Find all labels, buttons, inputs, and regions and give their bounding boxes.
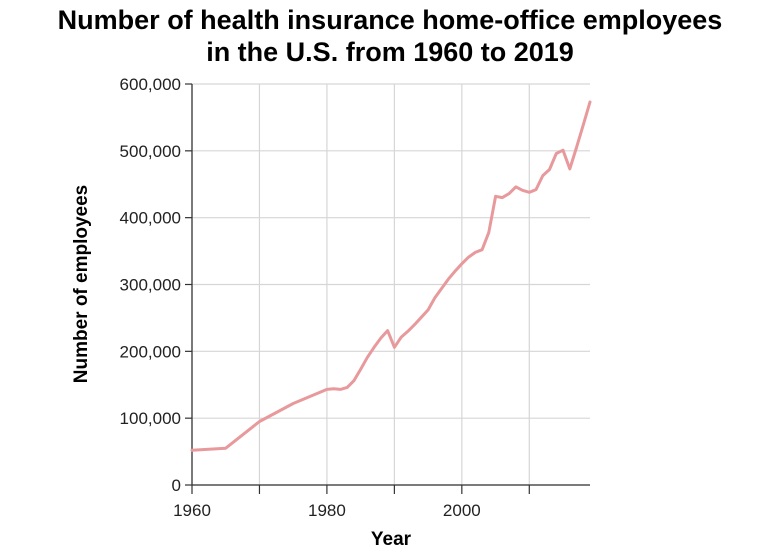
series-layer: [190, 100, 592, 452]
x-tick-label: 1960: [173, 501, 211, 520]
chart-title-line-1: Number of health insurance home-office e…: [57, 5, 723, 35]
x-axis-label: Year: [371, 529, 412, 550]
y-tick-label: 400,000: [120, 209, 181, 228]
chart-title-line-2: in the U.S. from 1960 to 2019: [206, 37, 574, 67]
series-line: [190, 100, 592, 452]
y-tick-label: 0: [172, 476, 181, 495]
x-tick-label: 2000: [443, 501, 481, 520]
axes: 0 100,000 200,000 300,000 400,000 500,000 600,…: [120, 75, 590, 520]
y-tick-label: 600,000: [120, 75, 181, 94]
y-tick-label: 200,000: [120, 342, 181, 361]
y-tick-label: 500,000: [120, 142, 181, 161]
grid: [192, 83, 590, 486]
x-tick-label: 1980: [308, 501, 346, 520]
chart-title: Number of health insurance home-office e…: [0, 4, 780, 68]
y-axis-label: Number of employees: [71, 185, 92, 384]
y-tick-label: 300,000: [120, 276, 181, 295]
y-tick-label: 100,000: [120, 409, 181, 428]
